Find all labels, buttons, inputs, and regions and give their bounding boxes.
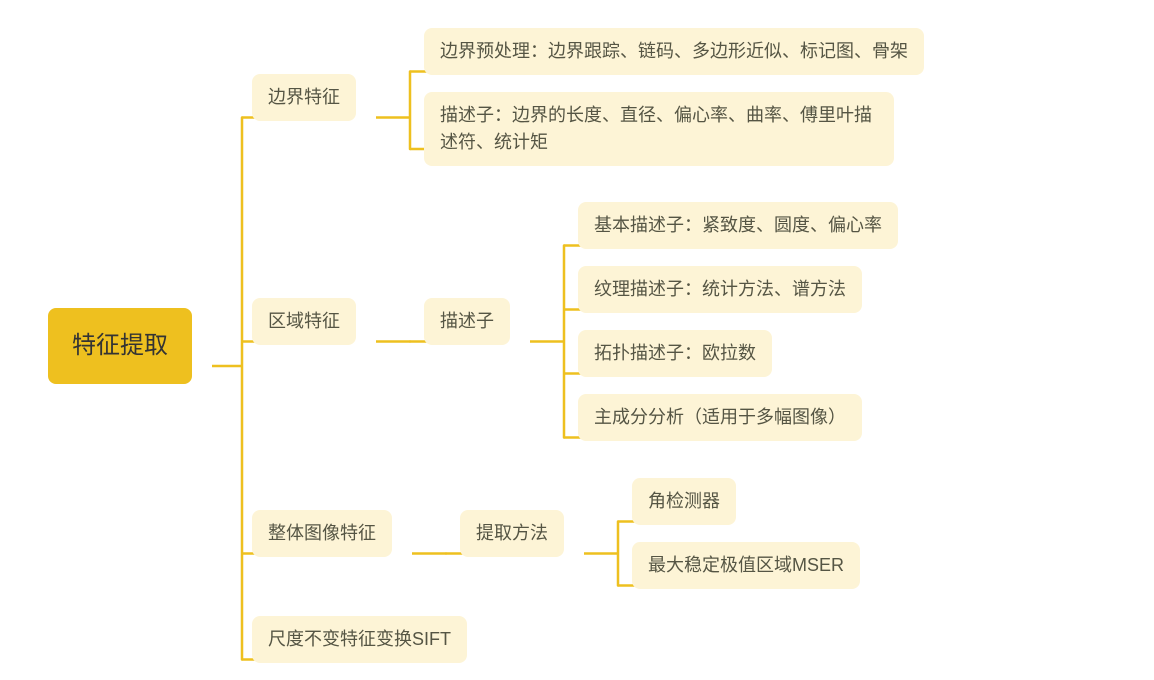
node-sift: 尺度不变特征变换SIFT [252, 616, 467, 663]
leaf-mser: 最大稳定极值区域MSER [632, 542, 860, 589]
node-boundary-features: 边界特征 [252, 74, 356, 121]
node-region-features: 区域特征 [252, 298, 356, 345]
leaf-topology-descriptors: 拓扑描述子：欧拉数 [578, 330, 772, 377]
leaf-basic-descriptors: 基本描述子：紧致度、圆度、偏心率 [578, 202, 898, 249]
node-extraction-methods: 提取方法 [460, 510, 564, 557]
leaf-texture-descriptors: 纹理描述子：统计方法、谱方法 [578, 266, 862, 313]
leaf-pca: 主成分分析（适用于多幅图像） [578, 394, 862, 441]
mindmap-container: 特征提取 边界特征 边界预处理：边界跟踪、链码、多边形近似、标记图、骨架 描述子… [20, 20, 1134, 640]
leaf-corner-detector: 角检测器 [632, 478, 736, 525]
leaf-boundary-descriptors: 描述子：边界的长度、直径、偏心率、曲率、傅里叶描述符、统计矩 [424, 92, 894, 166]
root-node: 特征提取 [48, 308, 192, 384]
leaf-boundary-preprocess: 边界预处理：边界跟踪、链码、多边形近似、标记图、骨架 [424, 28, 924, 75]
node-descriptors: 描述子 [424, 298, 510, 345]
node-global-features: 整体图像特征 [252, 510, 392, 557]
